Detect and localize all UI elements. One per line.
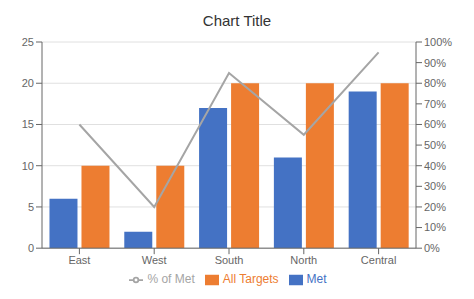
svg-text:80%: 80%	[424, 77, 446, 89]
html-text:Met: Met	[306, 272, 327, 287]
svg-text:10: 10	[22, 160, 34, 172]
svg-text:20%: 20%	[424, 201, 446, 213]
svg-text:10%: 10%	[424, 221, 446, 233]
svg-text:Central: Central	[361, 254, 396, 266]
svg-text:70%: 70%	[424, 98, 446, 110]
svg-text:West: West	[142, 254, 167, 266]
svg-text:50%: 50%	[424, 139, 446, 151]
svg-text:90%: 90%	[424, 57, 446, 69]
html-text:Chart Title: Chart Title	[202, 12, 272, 29]
svg-text:5: 5	[28, 201, 34, 213]
html-text:% of Met: % of Met	[147, 272, 195, 287]
svg-text:25: 25	[22, 36, 34, 48]
svg-text:0: 0	[28, 242, 34, 254]
svg-text:100%: 100%	[424, 36, 452, 48]
svg-text:South: South	[215, 254, 244, 266]
svg-text:30%: 30%	[424, 180, 446, 192]
html-text:All Targets: All Targets	[222, 272, 279, 287]
svg-text:15: 15	[22, 118, 34, 130]
svg-text:0%: 0%	[424, 242, 440, 254]
svg-text:40%: 40%	[424, 160, 446, 172]
svg-text:East: East	[68, 254, 90, 266]
svg-text:North: North	[290, 254, 317, 266]
svg-text:20: 20	[22, 77, 34, 89]
svg-text:60%: 60%	[424, 118, 446, 130]
